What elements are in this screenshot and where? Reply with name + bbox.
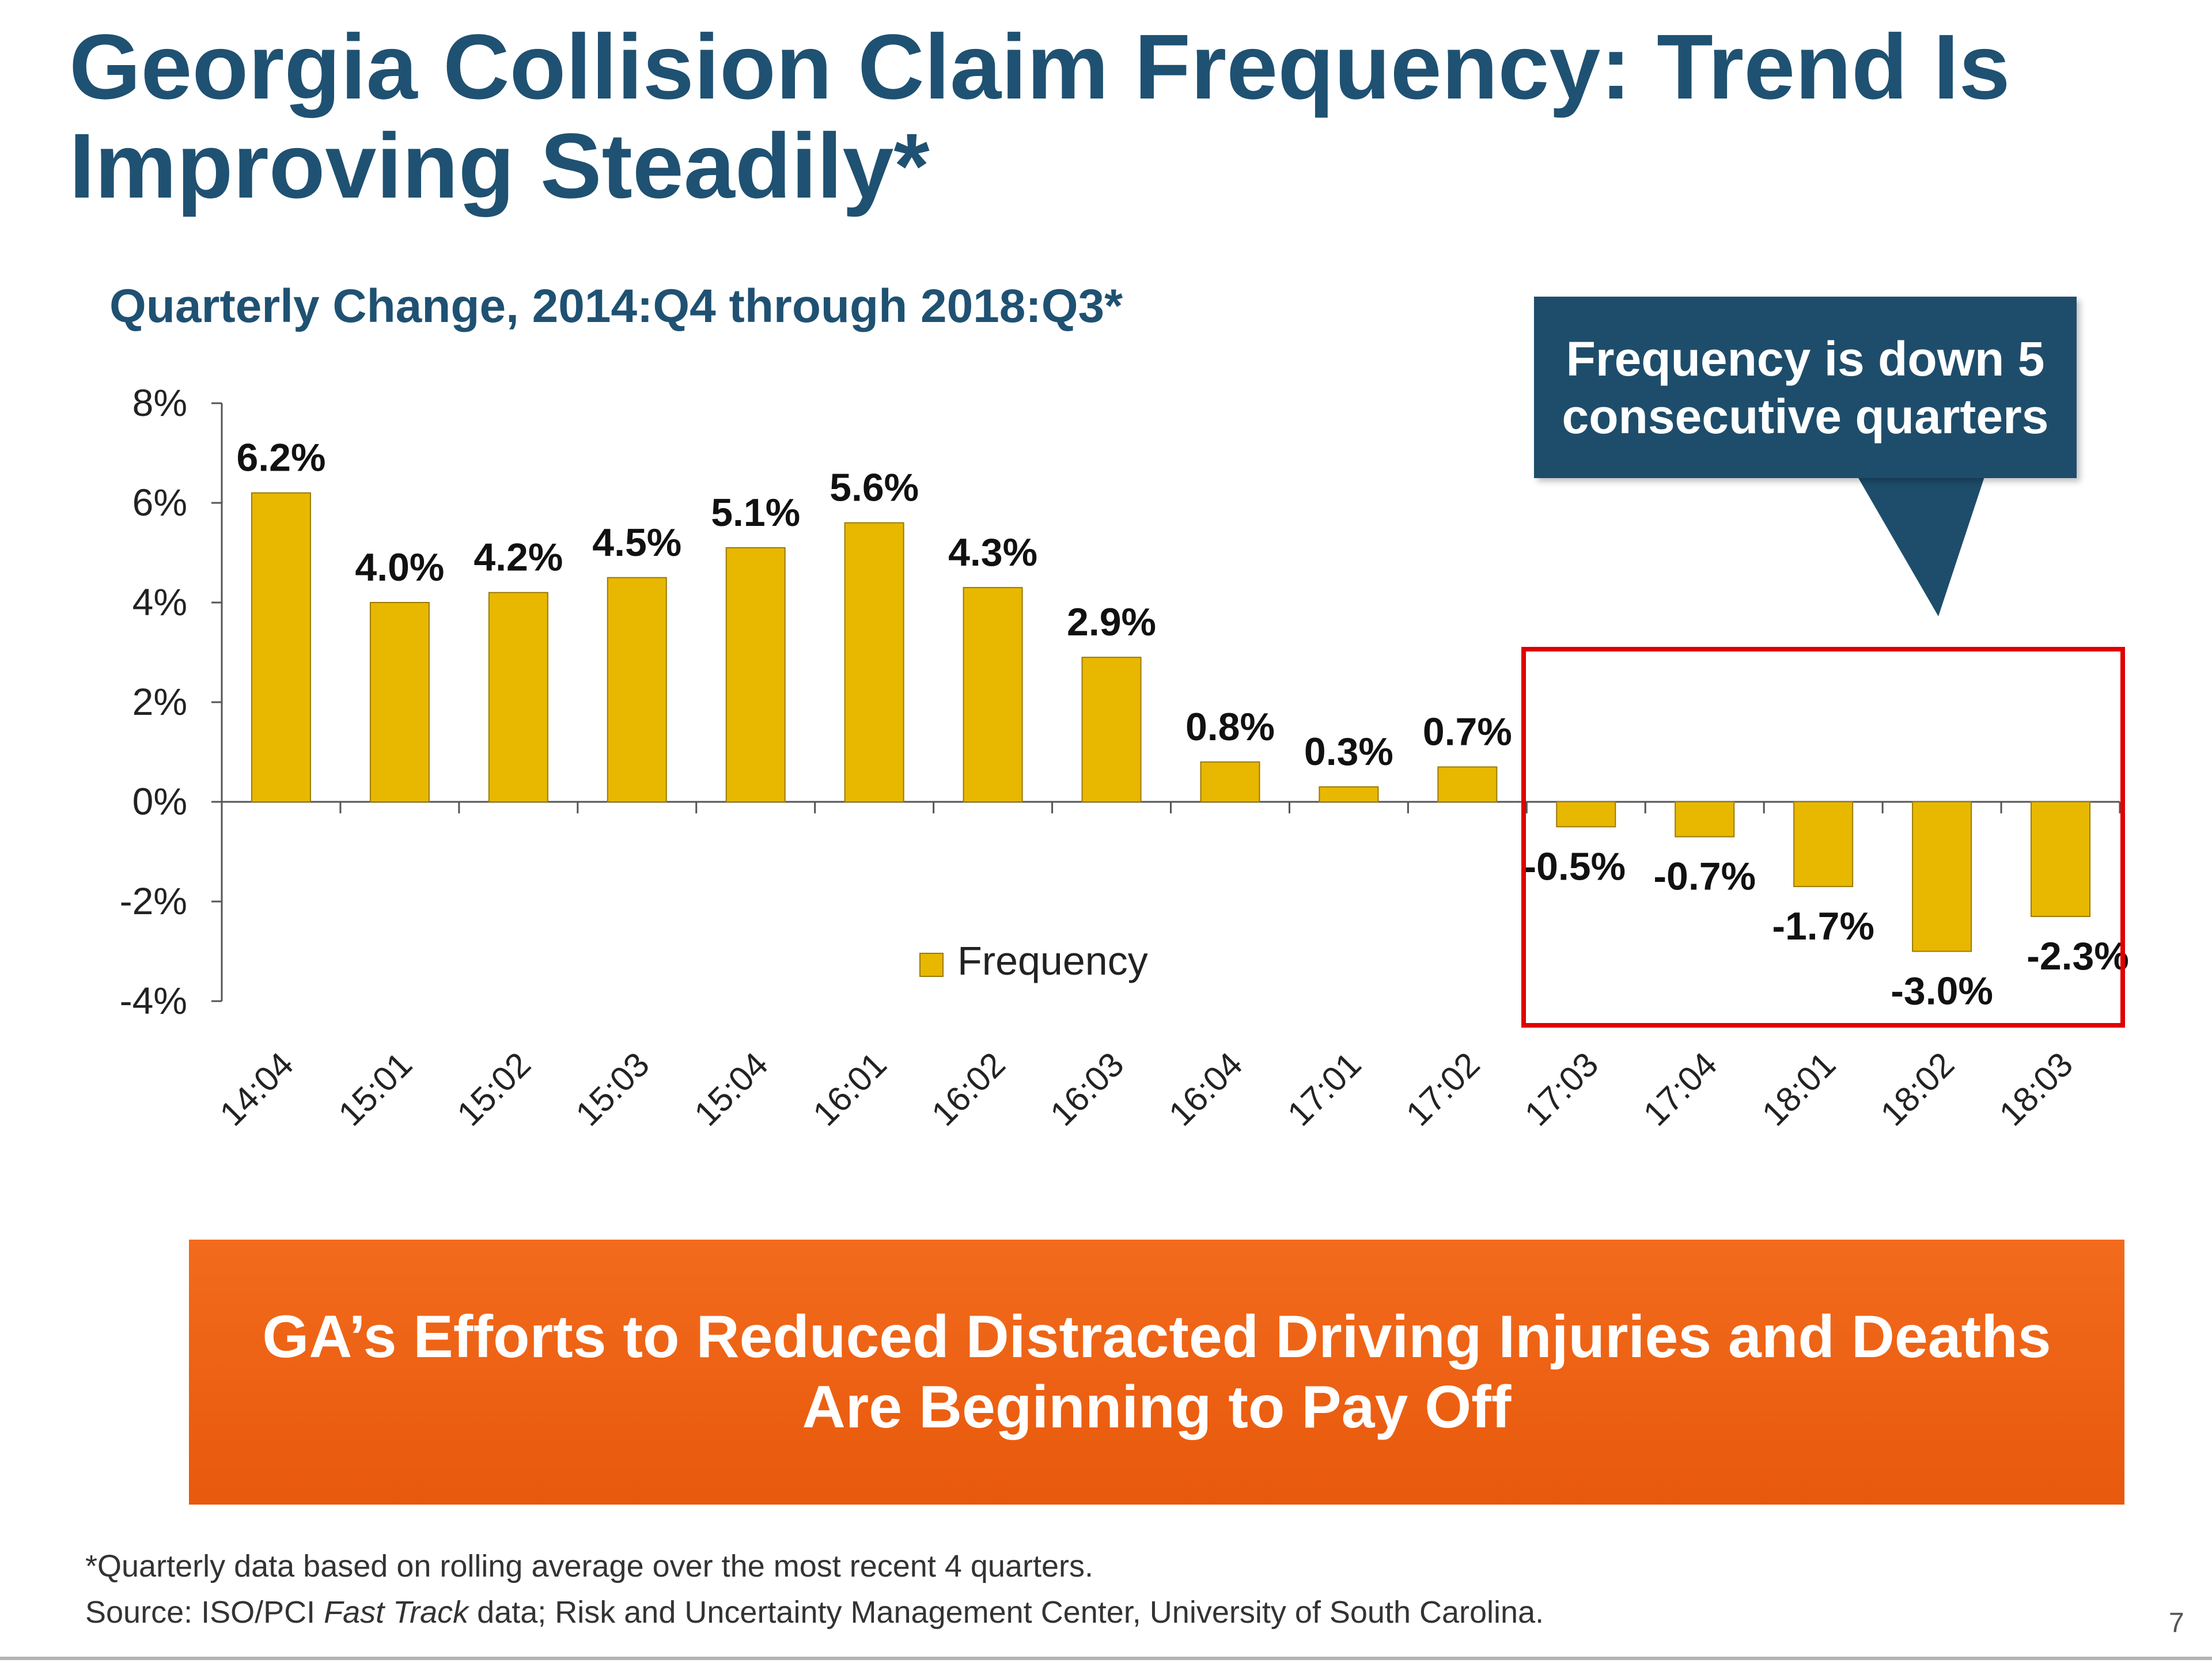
bottom-rule	[0, 1657, 2212, 1660]
y-tick-label: -2%	[120, 880, 187, 922]
y-tick-label: 8%	[132, 381, 187, 424]
data-label: -2.3%	[2027, 934, 2129, 978]
data-label: 4.5%	[592, 521, 681, 565]
x-tick-label: 17:02	[1399, 1045, 1487, 1134]
y-tick-label: -4%	[120, 979, 187, 1022]
bar	[2031, 801, 2091, 917]
bar	[963, 587, 1023, 802]
data-label: 0.7%	[1423, 710, 1512, 753]
x-tick-label: 15:03	[568, 1045, 657, 1134]
bar	[251, 492, 311, 802]
bar	[1675, 801, 1735, 838]
bar	[1081, 657, 1142, 803]
x-tick-label: 14:04	[213, 1045, 301, 1134]
bar	[844, 522, 904, 802]
legend-label: Frequency	[957, 938, 1148, 983]
x-tick-label: 15:02	[449, 1045, 538, 1134]
x-tick-label: 16:01	[805, 1045, 894, 1134]
callout-text: Frequency is down 5 consecutive quarters	[1562, 331, 2049, 444]
x-tick-label: 16:03	[1043, 1045, 1131, 1134]
banner-text: GA’s Efforts to Reduced Distracted Drivi…	[262, 1304, 2051, 1441]
x-tick-label: 15:01	[331, 1045, 420, 1134]
x-tick-label: 16:04	[1161, 1045, 1250, 1134]
bar	[488, 592, 548, 802]
bar	[607, 577, 667, 802]
data-label: 0.8%	[1185, 705, 1275, 749]
source-prefix: Source: ISO/PCI	[85, 1595, 324, 1630]
x-tick-label: 17:03	[1517, 1045, 1606, 1134]
data-label: 5.1%	[711, 491, 800, 535]
x-tick-label: 18:02	[1873, 1045, 1962, 1134]
bar	[1793, 801, 1854, 888]
x-tick-label: 18:03	[1992, 1045, 2081, 1134]
data-label: 0.3%	[1304, 730, 1393, 774]
source-italic: Fast Track	[324, 1595, 469, 1630]
callout-box: Frequency is down 5 consecutive quarters	[1534, 297, 2077, 478]
x-tick-label: 17:04	[1636, 1045, 1725, 1134]
footnote-source: Source: ISO/PCI Fast Track data; Risk an…	[85, 1594, 1544, 1630]
x-tick-label: 17:01	[1280, 1045, 1369, 1134]
chart-subtitle: Quarterly Change, 2014:Q4 through 2018:Q…	[109, 280, 1123, 332]
bar-chart: -4% -2% 0% 2% 4% 6% 8% 6.2% 14:04 4.0% 15:01 4.2% 15…	[120, 381, 2129, 1134]
y-tick-label: 0%	[132, 780, 187, 823]
x-tick-label: 16:02	[924, 1045, 1013, 1134]
slide-number: 7	[2169, 1608, 2184, 1638]
footnote-methodology: *Quarterly data based on rolling average…	[85, 1549, 1093, 1584]
bar	[1912, 801, 1972, 952]
bar	[1319, 786, 1379, 803]
slide-title: Georgia Collision Claim Frequency: Trend…	[69, 15, 2010, 217]
data-label: -0.5%	[1523, 844, 1626, 888]
highlight-box	[1521, 647, 2125, 1028]
data-label: 4.0%	[355, 546, 444, 589]
y-tick-label: 2%	[132, 680, 187, 723]
bar	[1437, 766, 1498, 802]
callout-pointer	[1858, 477, 1984, 616]
data-label: 5.6%	[830, 466, 919, 510]
y-tick-label: 4%	[132, 581, 187, 623]
data-label: -1.7%	[1772, 904, 1874, 948]
data-label: 4.2%	[474, 536, 563, 579]
source-suffix: data; Risk and Uncertainty Management Ce…	[468, 1595, 1544, 1630]
x-tick-label: 15:04	[687, 1045, 775, 1134]
data-label: -0.7%	[1653, 855, 1756, 899]
y-tick-label: 6%	[132, 481, 187, 524]
bar	[725, 547, 786, 802]
data-label: -3.0%	[1891, 969, 1993, 1013]
x-tick-label: 18:01	[1755, 1045, 1843, 1134]
legend-swatch	[919, 953, 944, 977]
data-label: 4.3%	[948, 531, 1037, 574]
conclusion-banner: GA’s Efforts to Reduced Distracted Drivi…	[189, 1240, 2124, 1505]
data-label: 2.9%	[1067, 600, 1156, 644]
bar	[1556, 801, 1616, 828]
bar	[1200, 761, 1260, 803]
data-label: 6.2%	[236, 436, 325, 480]
bar	[369, 602, 430, 802]
